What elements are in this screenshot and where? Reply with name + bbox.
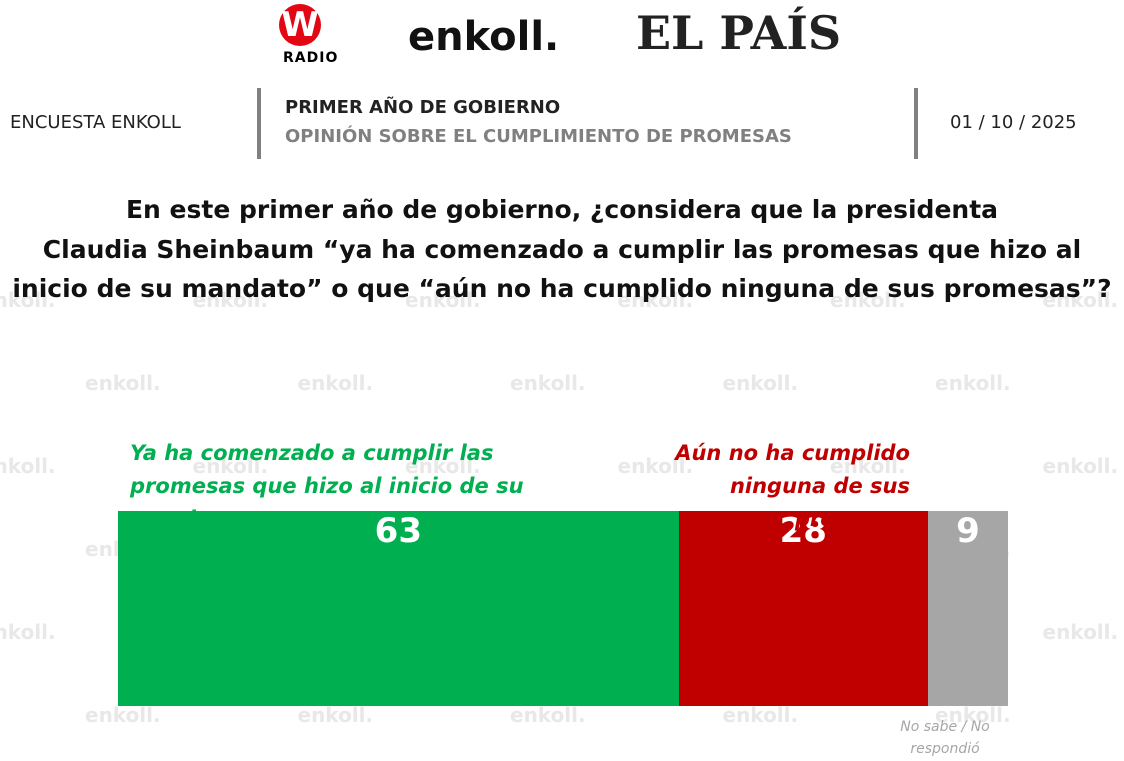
watermark: enkoll. xyxy=(192,288,269,312)
watermark: enkoll. xyxy=(722,703,799,727)
watermark: enkoll. xyxy=(935,371,1011,395)
series-label: No sabe / No respondió xyxy=(900,719,990,757)
watermark: enkoll. xyxy=(0,288,56,312)
question-line: inicio de su mandato” o que “aún no ha c… xyxy=(12,274,1112,303)
series-label: Aún no ha cumplido ninguna de sus promes… xyxy=(675,441,910,531)
watermark: enkoll. xyxy=(935,703,1011,727)
bar-segment xyxy=(678,511,928,706)
watermark: enkoll. xyxy=(297,371,374,395)
value-label: 63 xyxy=(374,511,422,551)
bar-segment xyxy=(927,511,1008,706)
watermark: enkoll. xyxy=(510,703,586,727)
watermark: enkoll. xyxy=(617,454,694,478)
value-label: 9 xyxy=(956,511,980,551)
logo-enkoll: enkoll. xyxy=(408,14,560,60)
value-label: 28 xyxy=(779,511,827,551)
watermark: enkoll. xyxy=(0,454,56,478)
watermark: enkoll. xyxy=(297,703,374,727)
watermark: enkoll. xyxy=(85,371,161,395)
question: En este primer año de gobierno, ¿conside… xyxy=(0,190,1124,309)
watermark: enkoll. xyxy=(85,703,161,727)
watermark: enkoll. xyxy=(830,454,906,478)
divider xyxy=(914,88,918,159)
watermark: enkoll. xyxy=(510,371,586,395)
question-line: En este primer año de gobierno, ¿conside… xyxy=(125,195,999,224)
watermark: enkoll. xyxy=(830,288,906,312)
watermark: enkoll. xyxy=(405,288,481,312)
watermark: enkoll. xyxy=(1042,620,1119,644)
logo-radio: RADIO xyxy=(283,50,339,66)
watermark: enkoll. xyxy=(0,620,56,644)
section: PRIMER AÑO DE GOBIERNO xyxy=(285,97,561,118)
watermark: enkoll. xyxy=(192,454,269,478)
subsection: OPINIÓN SOBRE EL CUMPLIMIENTO DE PROMESA… xyxy=(285,126,792,147)
series-label: Ya ha comenzado a cumplir las promesas q… xyxy=(130,441,524,531)
logo-elpais: EL PAÍS xyxy=(636,6,842,60)
survey-label: ENCUESTA ENKOLL xyxy=(10,112,181,133)
date: 01 / 10 / 2025 xyxy=(950,112,1077,133)
watermark: enkoll. xyxy=(722,371,799,395)
watermark: enkoll. xyxy=(617,288,694,312)
bar-segment xyxy=(118,511,679,706)
divider xyxy=(257,88,261,159)
w-radio-logo: W RADIO xyxy=(263,4,363,66)
logo-w: W xyxy=(279,4,321,46)
watermark: enkoll. xyxy=(1042,288,1119,312)
watermark: enkoll. xyxy=(1042,454,1119,478)
question-line: Claudia Sheinbaum “ya ha comenzado a cum… xyxy=(42,234,1082,264)
watermark: enkoll. xyxy=(405,454,481,478)
